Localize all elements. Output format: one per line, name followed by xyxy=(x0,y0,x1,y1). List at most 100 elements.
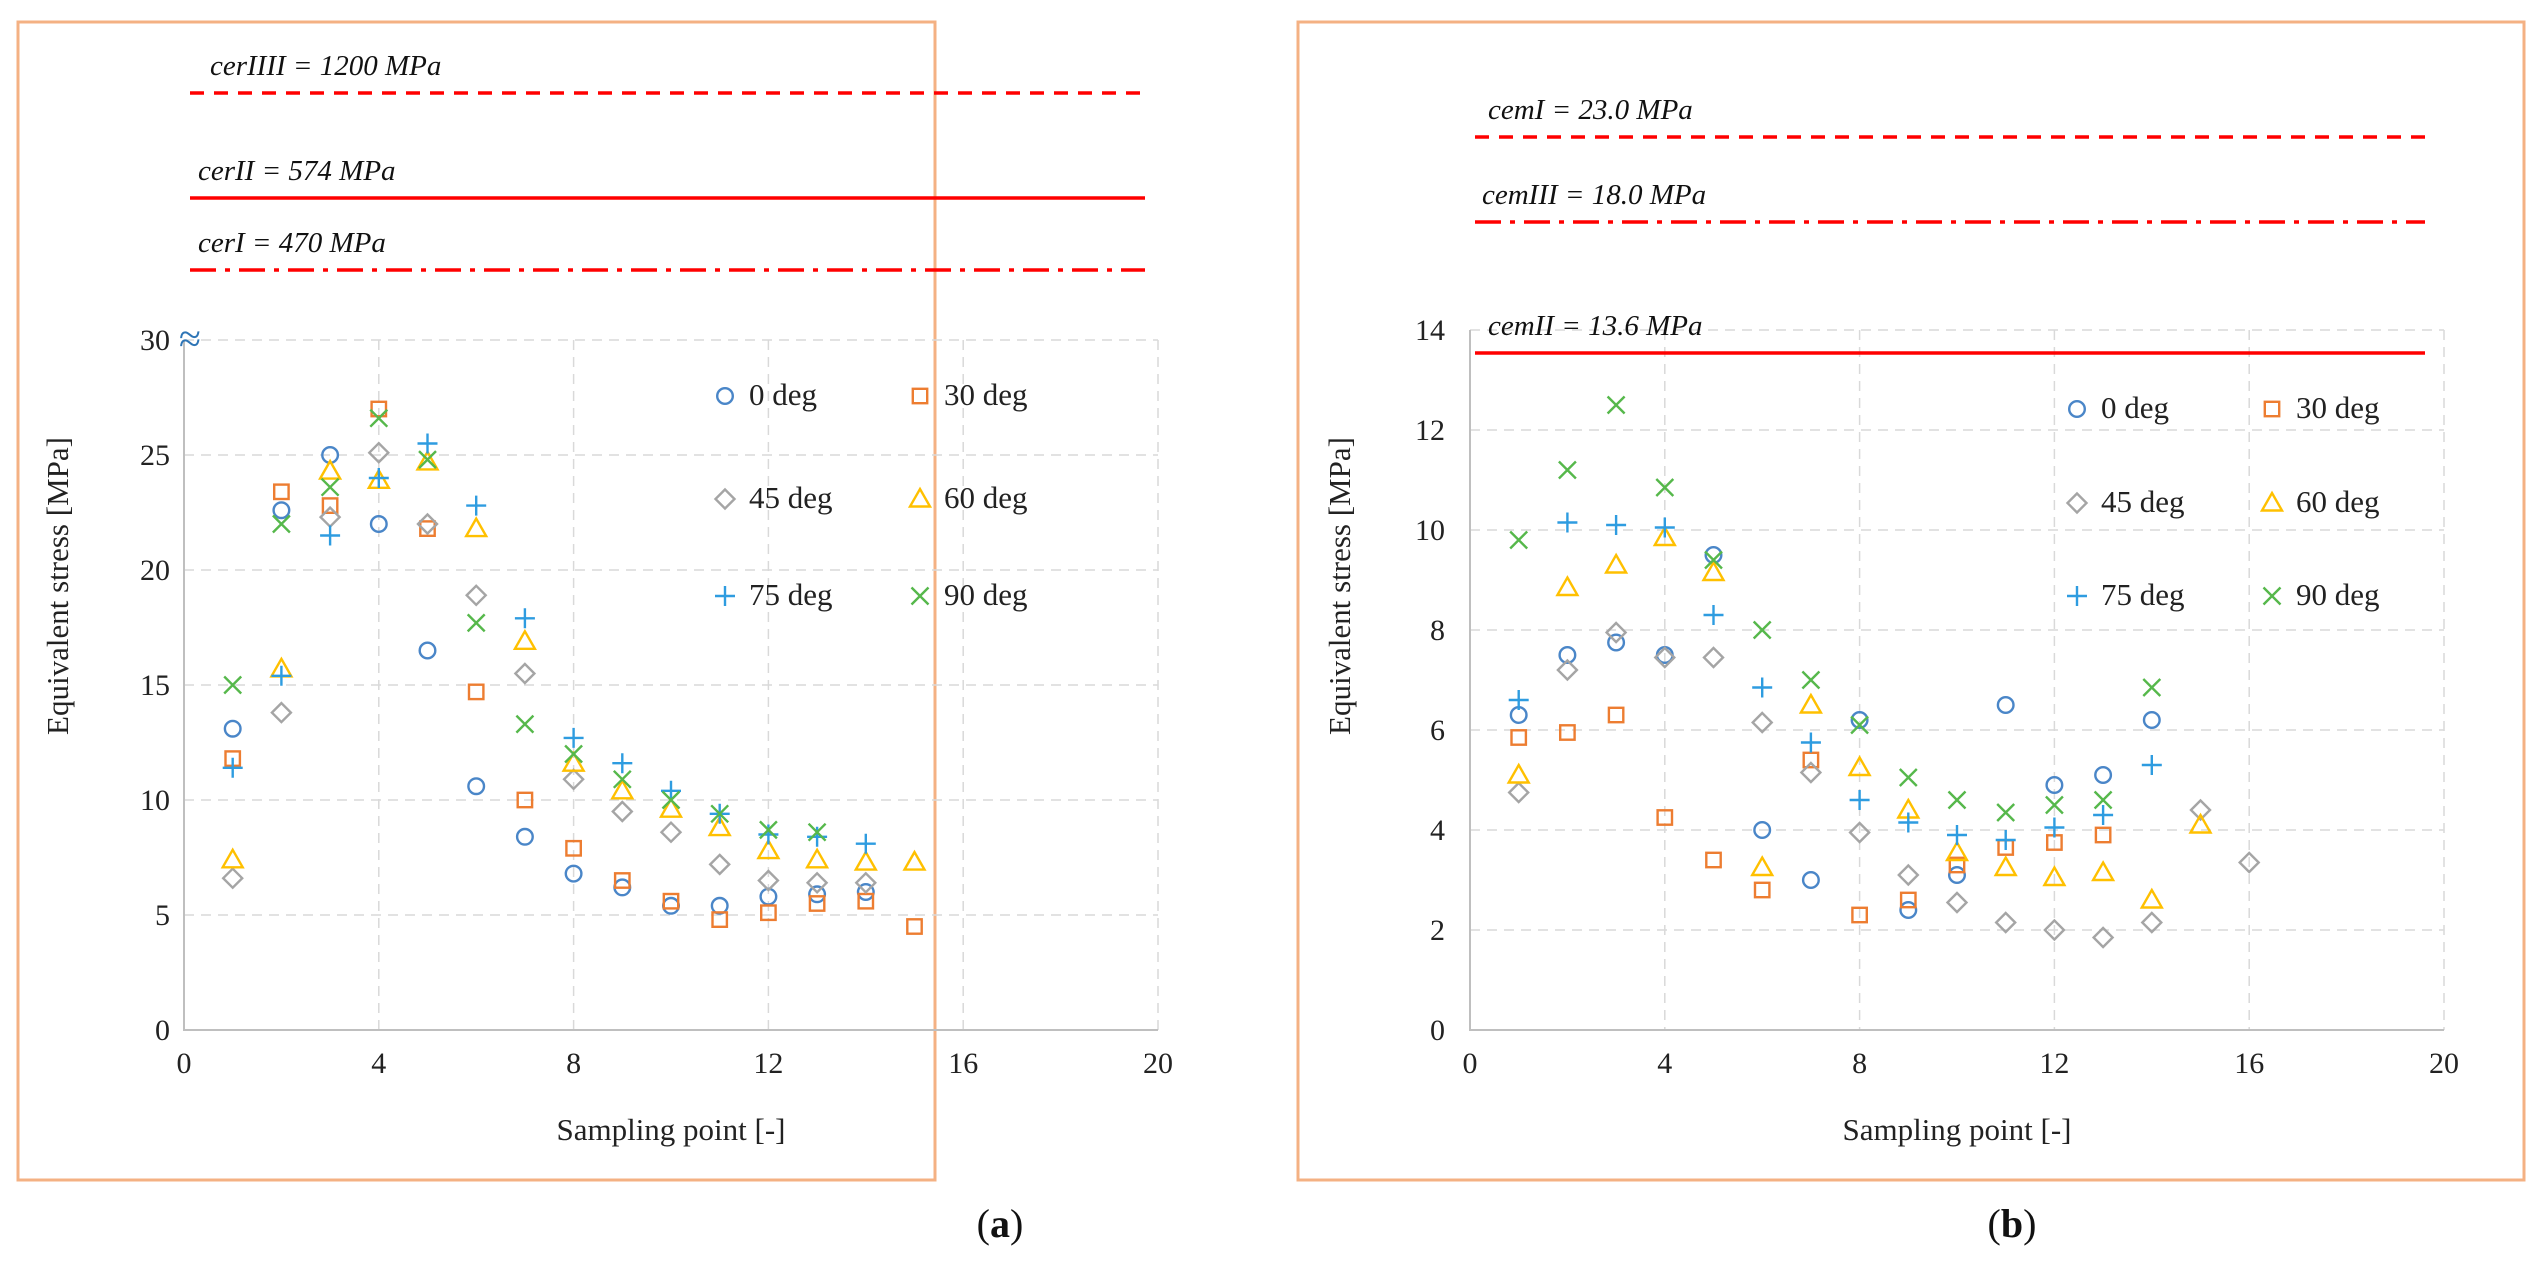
data-point xyxy=(1556,658,1579,682)
data-point xyxy=(1653,646,1676,669)
data-point xyxy=(1558,646,1577,665)
y-tick-label: 30 xyxy=(140,324,170,357)
data-point xyxy=(1753,881,1771,899)
y-tick-label: 20 xyxy=(140,554,170,587)
data-point xyxy=(515,714,535,734)
data-point xyxy=(2189,798,2212,822)
data-point xyxy=(853,849,878,871)
data-point xyxy=(1654,517,1675,538)
panel-caption: (a) xyxy=(977,1201,1024,1246)
data-point xyxy=(805,847,830,869)
series-90-deg xyxy=(223,408,827,842)
data-point xyxy=(2141,755,2162,775)
data-point xyxy=(466,495,487,516)
data-point xyxy=(1604,552,1629,574)
y-tick-label: 2 xyxy=(1430,914,1445,947)
data-point xyxy=(661,790,681,810)
data-point xyxy=(1558,460,1577,480)
data-point xyxy=(708,853,731,876)
y-axis-title: Equivalent stress [MPa] xyxy=(1322,437,1357,735)
y-tick-label: 4 xyxy=(1430,814,1445,847)
data-point xyxy=(2094,826,2112,844)
data-point xyxy=(1851,906,1869,924)
data-point xyxy=(658,796,684,818)
x-tick-label: 12 xyxy=(753,1047,783,1080)
legend-marker xyxy=(2065,491,2089,515)
data-point xyxy=(1994,911,2017,934)
data-point xyxy=(564,744,583,764)
data-point xyxy=(906,918,923,935)
legend-label: 90 deg xyxy=(944,577,1028,612)
y-tick-label: 10 xyxy=(140,784,170,817)
data-point xyxy=(513,662,537,685)
series-90-deg xyxy=(1509,395,2162,822)
y-tick-label: 0 xyxy=(1430,1014,1445,1047)
data-point xyxy=(368,468,389,488)
legend-marker xyxy=(911,387,929,405)
data-point xyxy=(2093,805,2114,825)
data-point xyxy=(417,433,438,454)
data-point xyxy=(1507,781,1530,804)
data-point xyxy=(467,777,486,796)
data-point xyxy=(1802,751,1820,769)
data-point xyxy=(562,768,585,791)
data-point xyxy=(1898,768,1918,787)
legend-label: 60 deg xyxy=(2296,484,2380,519)
data-point xyxy=(807,826,828,847)
data-point xyxy=(611,800,634,823)
data-point xyxy=(1799,761,1823,784)
data-point xyxy=(710,804,730,824)
data-point xyxy=(369,515,388,534)
data-point xyxy=(367,441,390,464)
data-point xyxy=(1945,891,1969,914)
legend-marker xyxy=(2259,490,2285,512)
y-tick-label: 10 xyxy=(1415,514,1445,547)
data-point xyxy=(2188,812,2213,834)
data-point xyxy=(2142,678,2162,697)
data-point xyxy=(1652,525,1677,547)
data-point xyxy=(1752,677,1773,698)
data-point xyxy=(1510,729,1528,746)
x-tick-label: 20 xyxy=(1143,1047,1173,1080)
data-point xyxy=(808,895,826,912)
data-point xyxy=(2044,817,2065,838)
x-tick-label: 0 xyxy=(1463,1047,1478,1080)
data-point xyxy=(610,778,635,800)
legend-marker xyxy=(715,586,735,606)
x-axis-title: Sampling point [-] xyxy=(1842,1112,2071,1147)
data-point xyxy=(1849,790,1870,810)
legend-marker xyxy=(713,487,737,511)
legend-label: 45 deg xyxy=(2101,484,2185,519)
data-point xyxy=(416,512,439,536)
data-point xyxy=(1752,620,1772,640)
y-tick-label: 8 xyxy=(1430,614,1445,647)
data-point xyxy=(1702,646,1725,669)
data-point xyxy=(1751,711,1774,734)
data-point xyxy=(2045,776,2064,795)
data-point xyxy=(564,864,583,883)
y-tick-label: 12 xyxy=(1415,414,1445,447)
data-point xyxy=(318,458,343,480)
data-point xyxy=(415,449,440,471)
x-tick-label: 12 xyxy=(2039,1047,2069,1080)
data-point xyxy=(662,892,680,910)
data-point xyxy=(2045,795,2064,815)
data-point xyxy=(2042,865,2067,887)
legend-label: 90 deg xyxy=(2296,577,2380,612)
data-point xyxy=(2091,926,2115,949)
data-point xyxy=(1947,790,1967,810)
data-point xyxy=(464,516,489,538)
series-75-deg xyxy=(1508,512,2162,850)
y-tick-label: 6 xyxy=(1430,714,1445,747)
legend-marker xyxy=(907,486,933,508)
data-point xyxy=(221,867,244,890)
x-tick-label: 4 xyxy=(1657,1047,1672,1080)
data-point xyxy=(807,822,827,842)
panel-frame xyxy=(1296,20,2526,1182)
panel-frame xyxy=(16,20,937,1182)
data-point xyxy=(707,815,732,837)
critical-line-label: cemI = 23.0 MPa xyxy=(1488,94,1693,126)
data-point xyxy=(612,769,632,789)
axis-lines xyxy=(183,340,1158,1031)
data-point xyxy=(1898,812,1919,833)
